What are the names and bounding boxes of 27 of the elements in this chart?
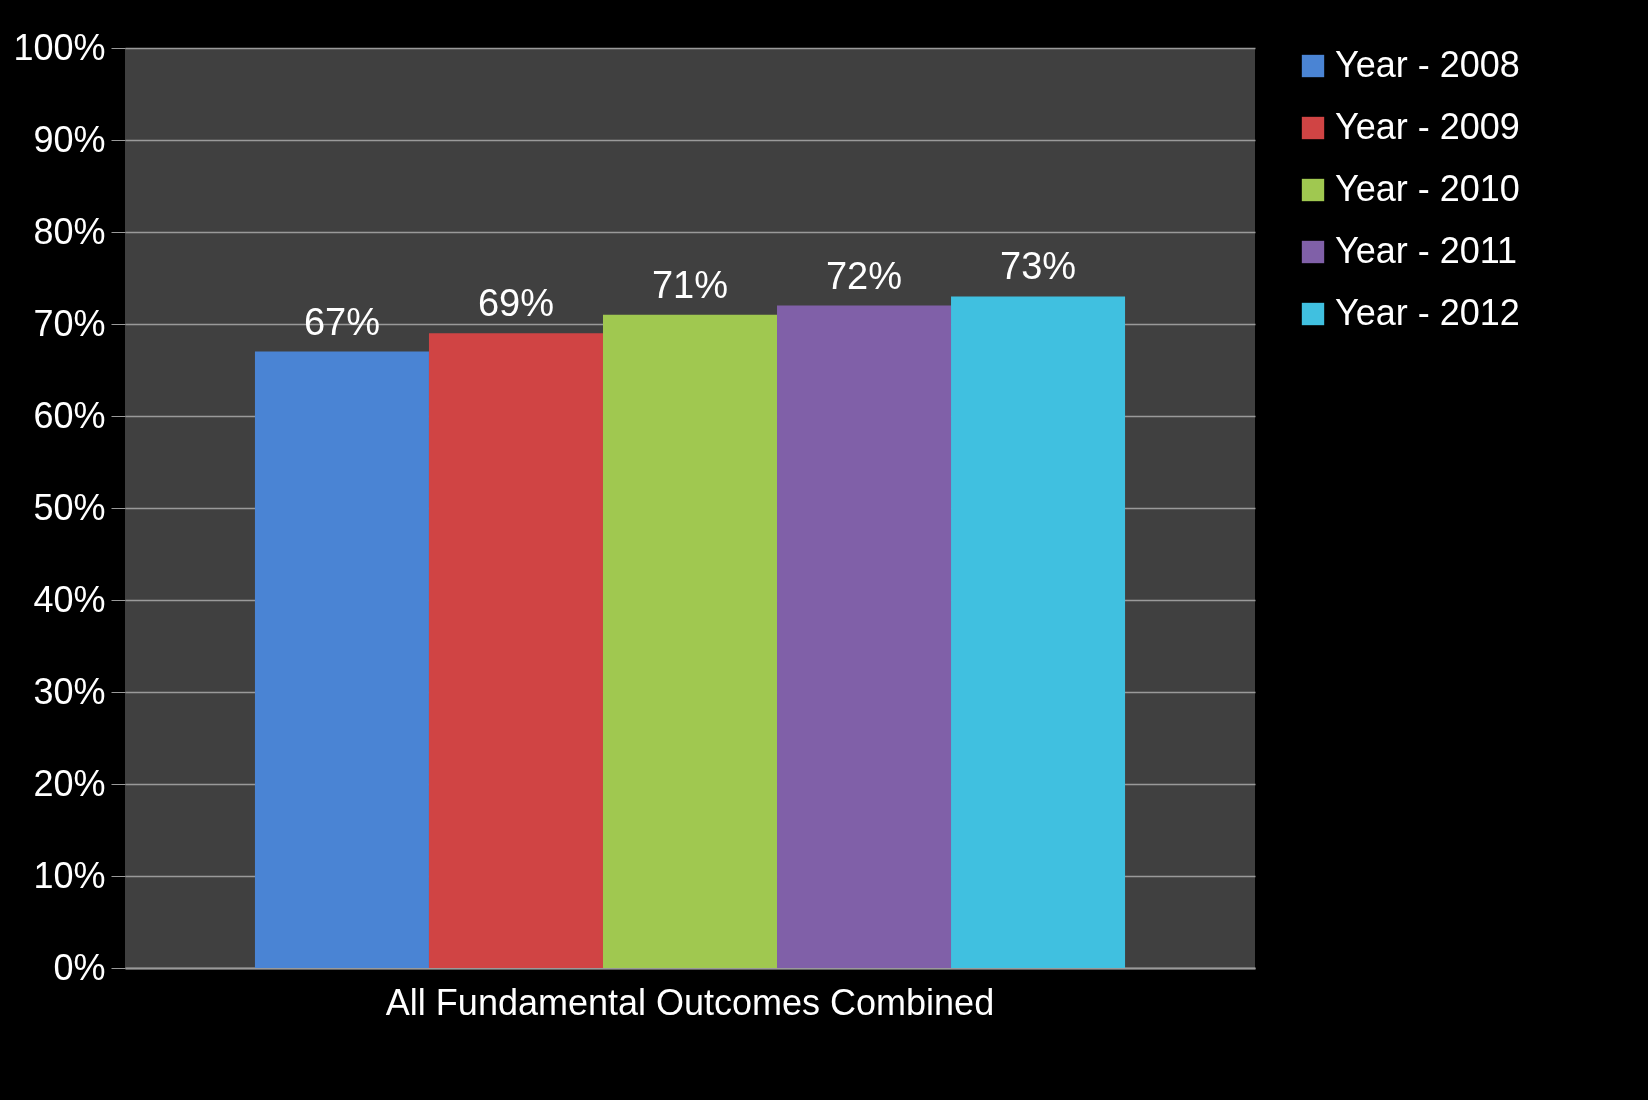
data-label: 67% bbox=[303, 300, 380, 343]
bar bbox=[428, 333, 603, 968]
legend-label: Year - 2010 bbox=[1335, 168, 1520, 209]
data-label: 71% bbox=[651, 263, 729, 306]
y-tick-label: 50% bbox=[33, 486, 106, 528]
bar bbox=[254, 351, 429, 968]
legend-label: Year - 2008 bbox=[1335, 44, 1520, 85]
data-label: 72% bbox=[825, 254, 903, 297]
y-tick-label: 80% bbox=[33, 210, 106, 252]
x-tick-label: All Fundamental Outcomes Combined bbox=[385, 981, 995, 1023]
data-label: 73% bbox=[1000, 245, 1077, 288]
legend-label: Year - 2012 bbox=[1335, 292, 1520, 333]
y-tick-label: 90% bbox=[33, 118, 106, 160]
y-tick-label: 100% bbox=[13, 26, 106, 68]
y-tick-label: 0% bbox=[53, 946, 106, 988]
y-tick-label: 20% bbox=[33, 762, 106, 804]
bar bbox=[602, 314, 778, 968]
legend-label: Year - 2009 bbox=[1335, 106, 1520, 147]
data-label: 69% bbox=[477, 282, 555, 325]
bar bbox=[777, 305, 952, 968]
y-tick-label: 40% bbox=[33, 578, 106, 620]
y-tick-label: 10% bbox=[33, 854, 106, 896]
legend-label: Year - 2011 bbox=[1335, 230, 1518, 271]
bar bbox=[951, 296, 1126, 968]
y-tick-label: 70% bbox=[33, 302, 106, 344]
y-tick-label: 30% bbox=[33, 670, 106, 712]
y-tick-label: 60% bbox=[33, 394, 106, 436]
